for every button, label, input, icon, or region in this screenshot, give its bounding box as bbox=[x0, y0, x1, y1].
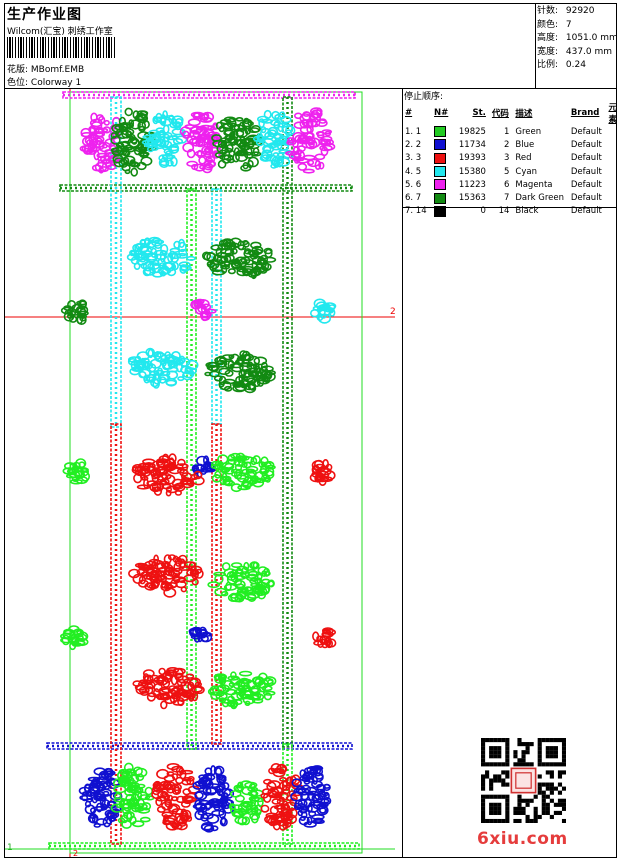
stop-sequence-table: # N# St. 代码 描述 Brand 元素 1. 1 19825 1 Green D… bbox=[402, 101, 620, 218]
table-row: 3. 3 19393 3 Red Default bbox=[405, 152, 602, 164]
color-swatch bbox=[434, 166, 447, 178]
motif bbox=[126, 236, 196, 278]
motif bbox=[110, 107, 159, 177]
pattern-line: 花版: MBomf.EMB bbox=[7, 62, 84, 75]
barcode bbox=[7, 37, 117, 58]
motif bbox=[207, 561, 275, 603]
motif bbox=[151, 762, 201, 831]
marker-2-right: 2 bbox=[390, 307, 396, 317]
motif bbox=[78, 767, 123, 828]
colorway-line: 色位: Colorway 1 bbox=[7, 75, 81, 88]
colorway-value: Colorway 1 bbox=[30, 78, 82, 88]
motif bbox=[228, 780, 265, 826]
motif bbox=[110, 762, 155, 829]
stats-panel: 针数: 92920 颜色: 7 高度: 1051.0 mm 宽度: 437.0 … bbox=[537, 5, 618, 73]
motif bbox=[211, 116, 265, 172]
watermark-logo: 6xiu.com bbox=[477, 829, 568, 849]
stat-scale: 比例: 0.24 bbox=[537, 60, 586, 70]
col-code: 代码 bbox=[491, 109, 509, 119]
qr-code bbox=[481, 738, 566, 823]
motif bbox=[290, 765, 332, 828]
stat-stitches: 针数: 92920 bbox=[537, 6, 595, 16]
pattern-label: 花版: bbox=[7, 65, 29, 75]
motif bbox=[179, 111, 223, 174]
color-swatch bbox=[434, 179, 447, 191]
band-bottom bbox=[48, 842, 360, 850]
header-divider bbox=[4, 88, 617, 89]
table-header-row: # N# St. 代码 描述 Brand 元素 bbox=[402, 101, 620, 125]
motif bbox=[60, 625, 89, 651]
table-bottom-divider bbox=[402, 207, 617, 208]
motif bbox=[127, 347, 199, 389]
color-swatch bbox=[434, 192, 447, 204]
motif bbox=[131, 453, 205, 497]
motif bbox=[202, 237, 277, 280]
motif bbox=[310, 298, 337, 324]
col-hash: # bbox=[405, 108, 413, 118]
col-n: N# bbox=[434, 108, 449, 118]
motif bbox=[285, 107, 336, 174]
marker-1-bottom: 1 bbox=[7, 843, 13, 853]
stats-divider bbox=[535, 3, 536, 88]
col-st: St. bbox=[472, 108, 486, 118]
design-divider bbox=[402, 88, 403, 858]
table-row: 2. 2 11734 2 Blue Default bbox=[405, 139, 602, 151]
table-row: 7. 14 0 14 Black Default bbox=[405, 205, 602, 217]
table-row: 1. 1 19825 1 Green Default bbox=[405, 126, 602, 138]
color-swatch bbox=[434, 205, 447, 217]
motif bbox=[204, 350, 276, 394]
motif bbox=[190, 298, 217, 322]
motif bbox=[312, 627, 337, 649]
motif bbox=[309, 459, 336, 486]
motif bbox=[191, 455, 216, 478]
color-swatch bbox=[434, 126, 447, 138]
stat-colors: 颜色: 7 bbox=[537, 19, 572, 30]
col-desc: 描述 bbox=[515, 109, 533, 119]
color-swatch bbox=[434, 139, 447, 151]
motif bbox=[192, 765, 235, 833]
motif bbox=[141, 110, 188, 169]
stat-height: 高度: 1051.0 mm bbox=[537, 33, 618, 43]
page-title: 生产作业图 bbox=[7, 7, 82, 23]
motif bbox=[60, 299, 89, 325]
colorway-label: 色位: bbox=[7, 78, 29, 88]
pattern-value: MBomf.EMB bbox=[30, 65, 85, 75]
motif bbox=[188, 626, 213, 643]
page-frame bbox=[4, 3, 617, 858]
motif bbox=[207, 670, 277, 710]
motif bbox=[132, 666, 205, 710]
stat-width: 宽度: 437.0 mm bbox=[537, 46, 613, 57]
motif bbox=[260, 762, 304, 831]
color-swatch bbox=[434, 152, 447, 164]
col-brand: Brand bbox=[570, 108, 600, 118]
stop-sequence-title: 停止顺序: bbox=[404, 92, 444, 102]
studio-name: Wilcom(汇宝) 刺绣工作室 bbox=[7, 27, 113, 37]
table-row: 5. 6 11223 6 Magenta Default bbox=[405, 179, 602, 191]
table-row: 6. 7 15363 7 Dark Green Default bbox=[405, 192, 602, 204]
marker-2-bottom: 2 bbox=[73, 849, 78, 857]
motif bbox=[253, 109, 296, 169]
motif bbox=[210, 452, 276, 493]
table-row: 4. 5 15380 5 Cyan Default bbox=[405, 166, 602, 178]
embroidery-design: 2 1 2 bbox=[5, 89, 396, 857]
motif bbox=[62, 458, 91, 485]
motif bbox=[128, 554, 204, 598]
col-element: 元素 bbox=[608, 103, 617, 125]
